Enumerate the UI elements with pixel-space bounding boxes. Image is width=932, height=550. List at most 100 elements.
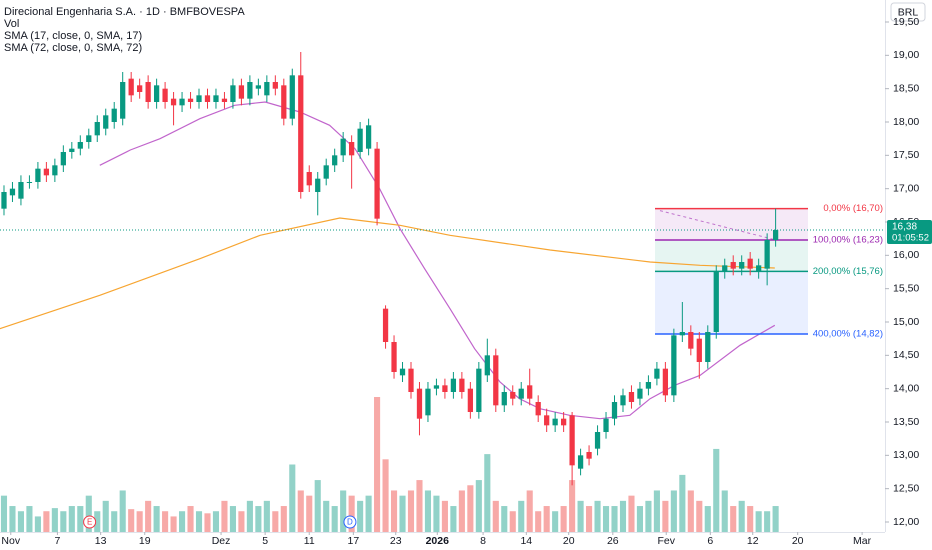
fib-label: 200,00% (15,76) bbox=[813, 266, 883, 277]
candle-body bbox=[696, 338, 702, 362]
volume-bar bbox=[365, 495, 372, 532]
candle-body bbox=[662, 368, 669, 396]
y-tick-label: 13,00 bbox=[893, 449, 919, 461]
volume-bar bbox=[569, 480, 576, 532]
volume-bar bbox=[721, 490, 728, 532]
volume-bar bbox=[382, 459, 389, 532]
volume-bar bbox=[145, 500, 152, 532]
countdown: 01:05:52 bbox=[892, 233, 929, 244]
candle-body bbox=[450, 378, 457, 392]
candle-body bbox=[459, 378, 465, 392]
volume-bar bbox=[492, 500, 499, 532]
candle-body bbox=[382, 308, 389, 342]
plot-area: 0,00% (16,70) 100,00% (16,23) 200,00% (15,… bbox=[0, 52, 885, 532]
volume-bar bbox=[0, 495, 8, 532]
volume-bar bbox=[390, 490, 398, 532]
candle-body bbox=[561, 418, 567, 426]
event-marker bbox=[83, 515, 97, 529]
volume-bar bbox=[212, 511, 220, 532]
candle-body bbox=[221, 98, 228, 102]
event-label: D bbox=[347, 518, 353, 527]
x-tick-label: 12 bbox=[747, 535, 759, 547]
candle-body bbox=[137, 85, 143, 92]
volume-bar bbox=[543, 506, 550, 532]
candle-body bbox=[671, 335, 677, 396]
event-label: E bbox=[87, 518, 92, 527]
volume-bar bbox=[407, 490, 415, 532]
volume-bar bbox=[433, 495, 440, 532]
candle-body bbox=[425, 388, 431, 416]
volume-bar bbox=[696, 500, 703, 532]
currency-button[interactable] bbox=[890, 2, 926, 22]
volume-bar bbox=[348, 495, 355, 532]
volume-bar bbox=[128, 509, 135, 532]
candle-body bbox=[645, 382, 652, 389]
candle-body bbox=[705, 332, 711, 362]
y-tick-label: 15,50 bbox=[893, 282, 919, 294]
candle-body bbox=[272, 82, 278, 89]
candle-body bbox=[281, 85, 287, 119]
candle-body bbox=[9, 188, 16, 196]
candle-body bbox=[764, 240, 770, 269]
volume-bar bbox=[85, 495, 92, 532]
volume-bar bbox=[552, 511, 559, 532]
volume-bar bbox=[204, 513, 211, 532]
candle-body bbox=[637, 388, 643, 399]
candle-body bbox=[747, 258, 753, 269]
volume-bar bbox=[297, 490, 304, 532]
y-tick-label: 12,50 bbox=[893, 482, 919, 494]
chart-title: Direcional Engenharia S.A. · 1D · BMFBOV… bbox=[4, 6, 245, 18]
candle-body bbox=[772, 230, 779, 240]
x-tick-label: Mar bbox=[853, 535, 872, 547]
candle-body bbox=[43, 168, 50, 176]
volume-bar bbox=[730, 506, 737, 532]
y-tick-label: 18,50 bbox=[893, 82, 919, 94]
candle-body bbox=[213, 95, 219, 102]
volume-bar bbox=[526, 490, 533, 532]
volume-bar bbox=[747, 506, 754, 532]
volume-bar bbox=[246, 500, 253, 532]
volume-bar bbox=[119, 490, 126, 532]
candle-body bbox=[306, 172, 312, 186]
candle-body bbox=[77, 142, 83, 149]
candle-body bbox=[247, 82, 253, 99]
x-tick-label: 17 bbox=[347, 535, 359, 547]
volume-bar bbox=[560, 506, 567, 532]
candle-body bbox=[569, 415, 575, 466]
last-price-box bbox=[887, 220, 932, 244]
volume-bar bbox=[399, 495, 406, 532]
candle-body bbox=[416, 388, 423, 419]
volume-bar bbox=[755, 511, 762, 532]
volume-bar bbox=[289, 464, 296, 532]
currency-label[interactable]: BRL bbox=[898, 6, 919, 18]
candle-body bbox=[679, 332, 685, 336]
volume-bar bbox=[602, 506, 610, 532]
volume-bar bbox=[509, 511, 516, 532]
volume-bar bbox=[94, 511, 101, 532]
candle-body bbox=[187, 98, 194, 102]
volume-bar bbox=[68, 506, 75, 532]
candle-body bbox=[204, 95, 211, 102]
candle-body bbox=[120, 82, 126, 119]
x-tick-label: 8 bbox=[480, 535, 486, 547]
y-tick-label: 18,00 bbox=[893, 116, 919, 128]
volume-bar bbox=[170, 516, 177, 532]
volume-bar bbox=[357, 500, 364, 532]
candle-body bbox=[238, 85, 245, 99]
volume-bar bbox=[272, 511, 279, 532]
volume-bar bbox=[162, 511, 169, 532]
candle-body bbox=[357, 128, 363, 152]
candle-body bbox=[52, 165, 58, 176]
candle-body bbox=[493, 355, 499, 406]
event-marker bbox=[343, 515, 357, 529]
x-tick-label: 23 bbox=[390, 535, 402, 547]
volume-bar bbox=[136, 511, 143, 532]
candle-body bbox=[18, 182, 24, 199]
x-tick-label: 7 bbox=[54, 535, 60, 547]
volume-bar bbox=[594, 500, 601, 532]
volume-bar bbox=[475, 480, 482, 532]
y-tick-label: 19,00 bbox=[893, 49, 919, 61]
volume-bar bbox=[518, 500, 525, 532]
volume-bar bbox=[586, 506, 593, 532]
volume-bar bbox=[111, 511, 118, 532]
